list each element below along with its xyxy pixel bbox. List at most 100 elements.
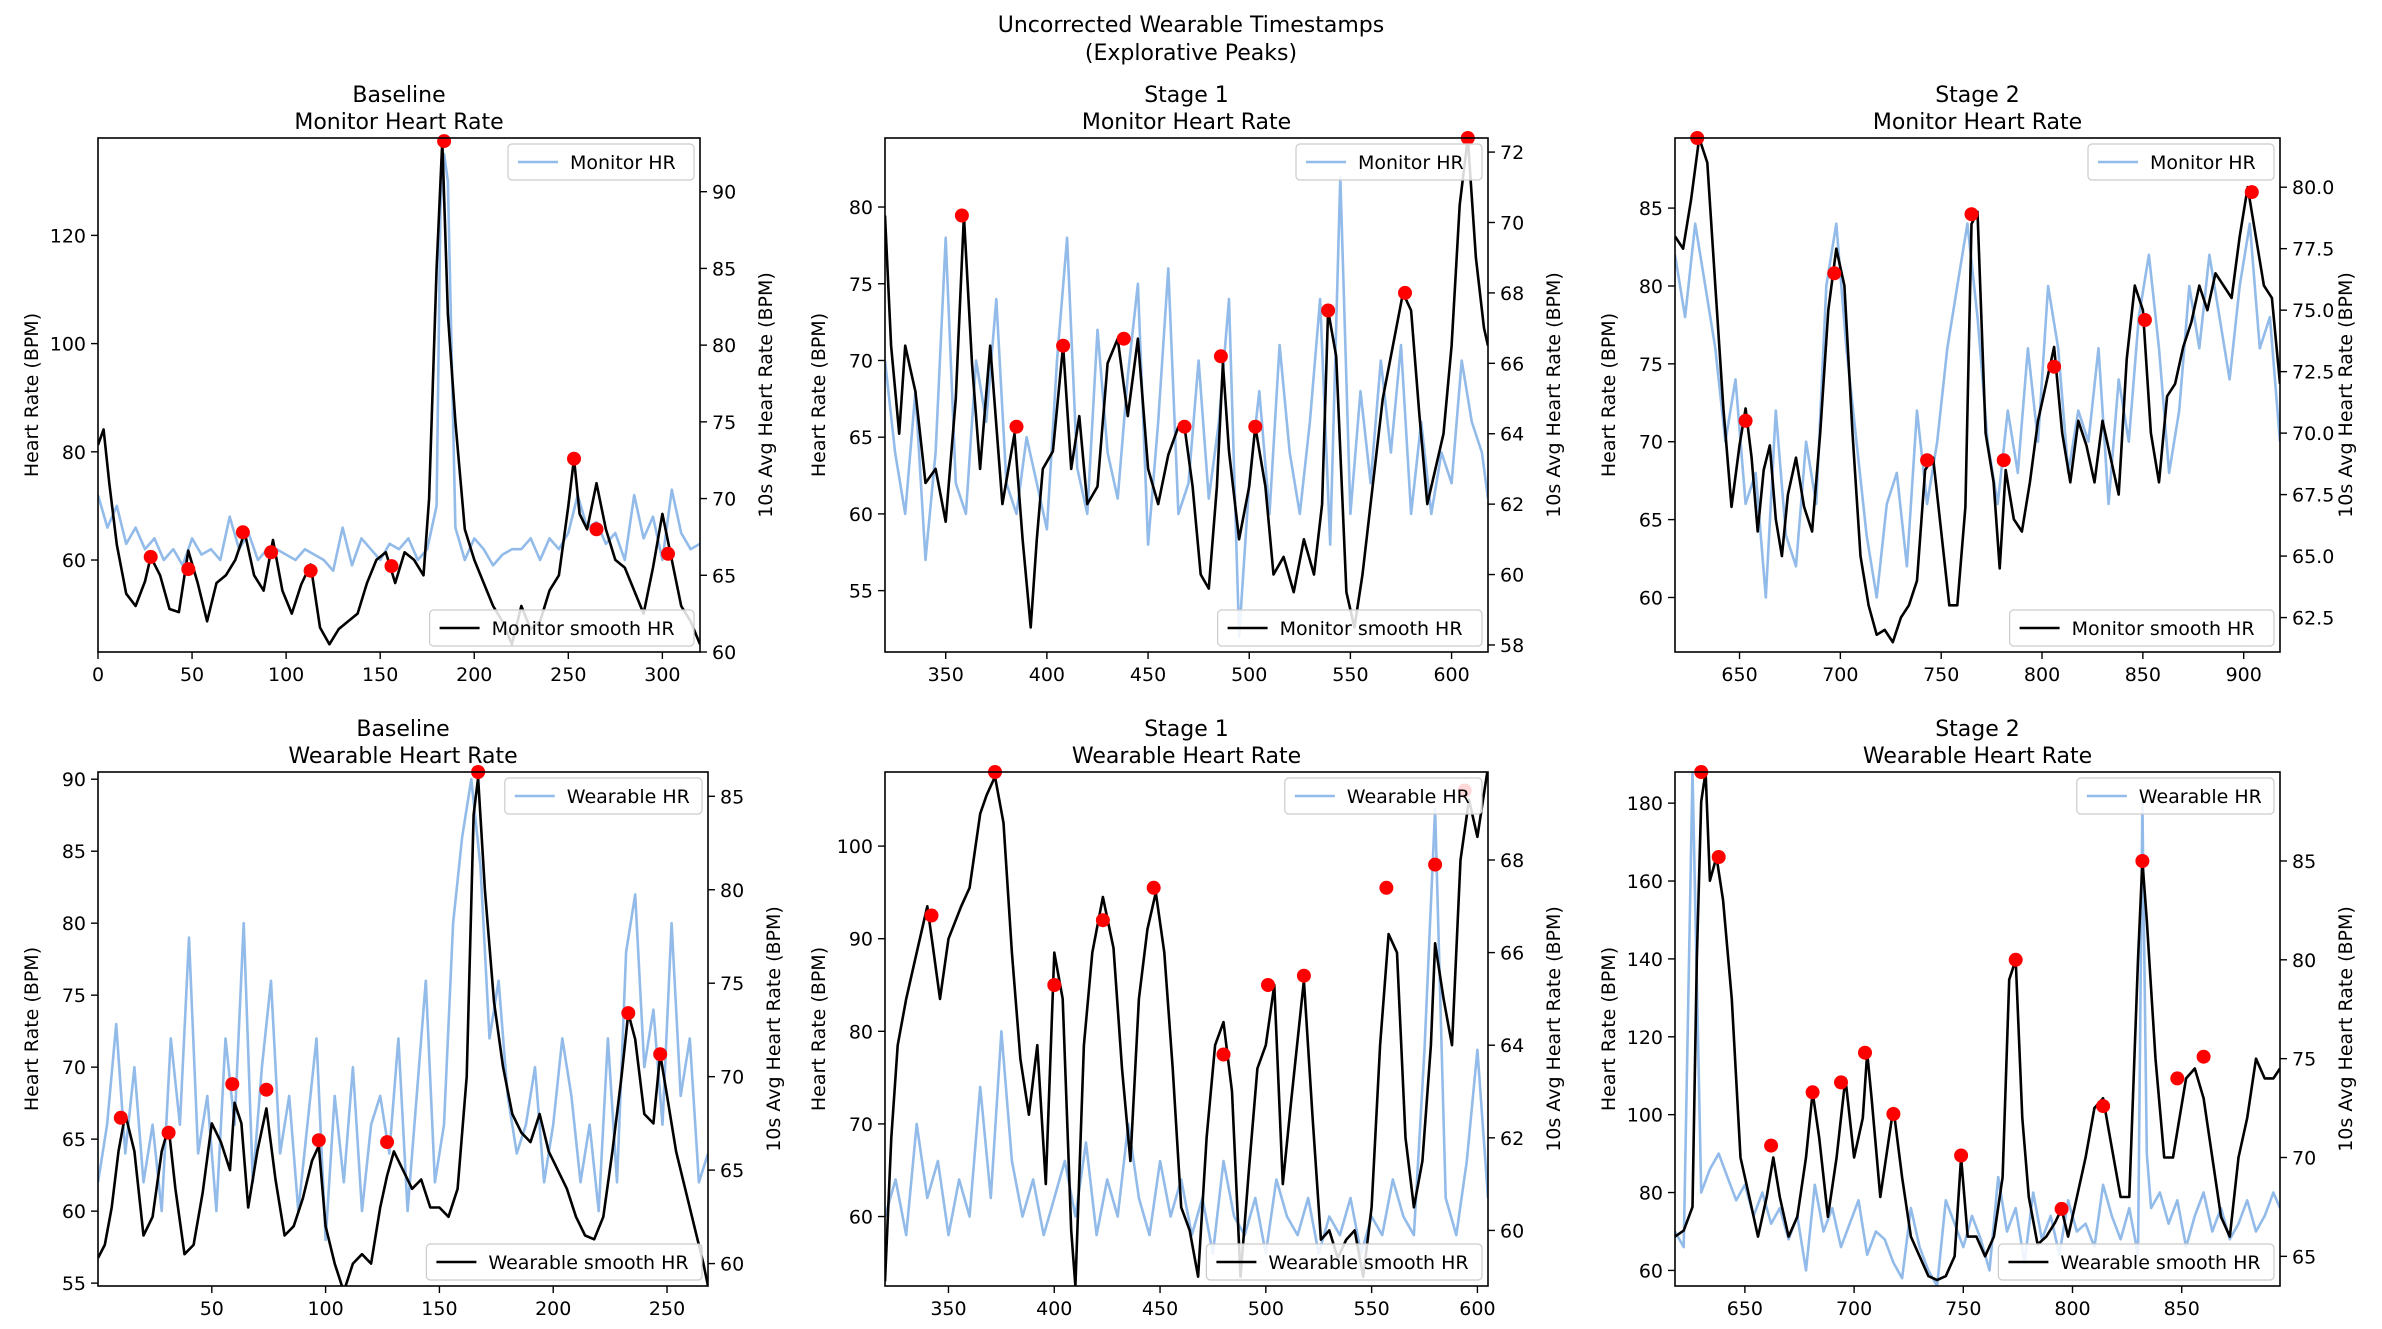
y2-tick-label: 65 [2292,1246,2316,1268]
x-tick-label: 350 [928,664,964,686]
y-tick-label: 60 [849,504,873,526]
y-tick-label: 80 [62,913,86,935]
axes-frame [97,771,709,1287]
legend-smooth: Monitor smooth HR [429,609,695,647]
y-tick-label: 60 [62,1201,86,1223]
peak-marker [1261,978,1275,992]
y-tick-label: 85 [1639,198,1663,220]
legend-raw: Wearable HR [2076,777,2275,815]
peak-marker [1095,913,1110,928]
y2-tick-label: 65 [712,565,736,587]
peak-marker [1805,1085,1820,1100]
raw-hr-line [885,175,1488,639]
peak-marker [1009,419,1024,434]
legend-smooth: Wearable smooth HR [1997,1243,2275,1281]
y2-tick-label: 70 [720,1067,744,1089]
peak-marker [1764,1138,1779,1153]
peak-marker [1711,850,1726,864]
y-tick-label: 80 [1639,1183,1663,1205]
x-tick-label: 600 [1459,1298,1495,1320]
peak-marker [1920,453,1935,468]
peak-marker [1827,266,1842,281]
y2-tick-label: 77.5 [2292,239,2334,261]
peak-marker [143,549,158,564]
y-axis-label: Heart Rate (BPM) [808,947,830,1111]
y-tick-label: 100 [1627,1105,1663,1127]
y2-tick-label: 65 [720,1160,744,1182]
smooth-hr-line [98,139,700,646]
chart-title-line-1: Stage 2 [1935,83,2020,108]
peak-marker [1146,880,1161,895]
peak-marker [954,208,969,223]
x-tick-label: 150 [421,1298,457,1320]
legend-raw-label: Monitor HR [2150,152,2256,174]
x-tick-label: 500 [1248,1298,1284,1320]
y2-axis-label: 10s Avg Heart Rate (BPM) [2335,272,2357,518]
peak-marker [113,1110,128,1125]
peak-marker [384,559,399,574]
peak-marker [2170,1071,2185,1086]
y-axis-label: Heart Rate (BPM) [21,947,43,1111]
y2-tick-label: 80 [720,880,744,902]
y-tick-label: 80 [849,1021,873,1043]
y2-tick-label: 64 [1500,424,1524,446]
legend-smooth-box [1216,609,1483,647]
legend-raw: Wearable HR [1284,777,1483,815]
peak-marker [1379,880,1394,895]
y2-tick-label: 62 [1500,1128,1524,1150]
y2-tick-label: 66 [1500,353,1524,375]
legend-raw: Monitor HR [1295,143,1483,181]
x-tick-label: 250 [649,1298,685,1320]
y2-tick-label: 90 [712,182,736,204]
peak-marker [1047,978,1062,992]
y2-tick-label: 85 [712,258,736,280]
x-tick-label: 300 [644,664,680,686]
y-axis-label: Heart Rate (BPM) [808,313,830,477]
peak-marker [1248,419,1263,434]
legend-raw-label: Wearable HR [567,786,690,808]
peak-marker [1954,1148,1969,1163]
legend-smooth-label: Wearable smooth HR [488,1252,688,1274]
y2-axis-label: 10s Avg Heart Rate (BPM) [763,906,785,1152]
y2-tick-label: 75 [2292,1049,2316,1071]
legend-raw-label: Monitor HR [570,152,676,174]
y2-tick-label: 75.0 [2292,300,2334,322]
peak-marker [311,1133,326,1148]
y2-tick-label: 60 [1500,565,1524,587]
y-tick-label: 120 [50,225,86,247]
legend-smooth-label: Monitor smooth HR [2072,618,2255,640]
raw-hr-line [98,777,708,1242]
x-tick-label: 450 [1142,1298,1178,1320]
y2-axis-label: 10s Avg Heart Rate (BPM) [1543,272,1565,518]
chart-title-line-1: Stage 2 [1935,717,2020,742]
y-tick-label: 70 [1639,432,1663,454]
chart-plot-area [885,772,1488,1286]
y-tick-label: 100 [837,836,873,858]
y2-tick-label: 75 [712,412,736,434]
x-tick-label: 100 [268,664,304,686]
smooth-hr-line [885,772,1488,1286]
peak-marker [2008,952,2023,967]
y-tick-label: 85 [62,841,86,863]
peak-marker [1216,1047,1231,1062]
peak-marker [1858,1045,1872,1060]
y-tick-label: 75 [62,985,86,1007]
y-tick-label: 100 [50,334,86,356]
x-tick-label: 850 [2125,664,2161,686]
x-tick-label: 800 [2054,1298,2090,1320]
peak-marker [181,562,196,577]
y-tick-label: 60 [1639,1260,1663,1282]
y2-tick-label: 62.5 [2292,608,2334,630]
chart-plot-area [885,138,1488,639]
peak-marker [1428,857,1443,872]
legend-smooth-box [2008,609,2275,647]
legend-raw-label: Monitor HR [1358,152,1464,174]
y-tick-label: 60 [849,1207,873,1229]
axes-frame [1674,771,2281,1287]
